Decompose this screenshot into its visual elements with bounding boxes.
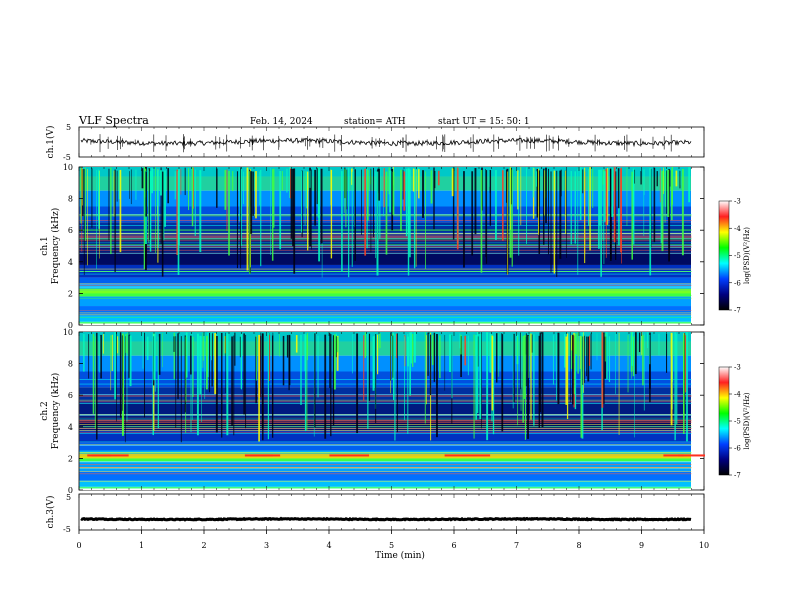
ch1-spectrogram-ylabel-line1: ch.1	[40, 236, 50, 255]
spectrogram-band	[79, 332, 691, 342]
spectrogram-ytick-label: 10	[63, 163, 73, 172]
station-label: station= ATH	[344, 117, 406, 127]
spectrogram-ytick-label: 4	[68, 423, 73, 432]
ch2-spectrogram-yticks: 0 2 4 6 8 10	[63, 328, 704, 495]
spectrogram-hot-spot	[678, 454, 705, 457]
ch3-waveform-frame	[78, 493, 705, 531]
colorbar-tick-label: -5	[734, 418, 741, 426]
ch2-spectrogram-ylabel-line2: Frequency (kHz)	[50, 373, 61, 450]
ch2-spectrogram-ylabel-line1: ch.2	[40, 401, 50, 420]
ch1-spectrogram-image	[79, 167, 692, 325]
spectrogram-2khz-band	[79, 288, 691, 294]
ch3-ytick-bottom: -5	[63, 525, 71, 534]
colorbar-gradient	[718, 366, 730, 476]
spectrogram-band	[79, 252, 691, 265]
spectrogram-band	[79, 306, 691, 316]
ch1-spectrogram-panel: ch.1 Frequency (kHz) 0 2 4 6 8 10	[40, 163, 705, 330]
time-axis-tick-label: 8	[576, 541, 581, 550]
ch1-waveform-frame	[78, 126, 705, 158]
spectrogram-band	[79, 315, 691, 322]
colorbar-label: log(PSD)(V²/Hz)	[743, 227, 751, 284]
colorbar-tick-label: -6	[734, 279, 741, 287]
time-axis-tick-label: 10	[699, 541, 709, 550]
spectrogram-ytick-label: 8	[68, 360, 73, 369]
ch2-spectrogram-panel: ch.2 Frequency (kHz) 0 2 4 6 8 10	[40, 328, 705, 495]
spectrogram-ytick-label: 10	[63, 328, 73, 337]
time-axis-tick-label: 3	[264, 541, 269, 550]
spectrogram-ytick-label: 0	[68, 486, 73, 495]
spectrogram-band	[79, 486, 691, 490]
spectrogram-band	[79, 429, 691, 443]
spectrogram-ytick-label: 0	[68, 321, 73, 330]
ch2-colorbar: -3 -4 -5 -6 -7 log(PSD)(V²/Hz)	[718, 364, 751, 480]
spectrogram-band	[79, 461, 691, 472]
spectrogram-band	[79, 355, 691, 372]
colorbar-tick-label: -5	[734, 252, 741, 260]
time-axis-tick-label: 1	[139, 541, 144, 550]
ch1-colorbar: -3 -4 -5 -6 -7 log(PSD)(V²/Hz)	[718, 198, 751, 315]
ch1-trace-line	[80, 137, 692, 148]
ch3-ytick-top: 5	[66, 493, 71, 502]
ch3-waveform-ylabel: ch.3(V)	[45, 496, 56, 529]
spectrogram-ytick-label: 2	[68, 289, 73, 298]
time-axis-tick-label: 2	[201, 541, 206, 550]
colorbar-tick-label: -4	[734, 391, 741, 399]
ch3-waveform-panel: 5 -5 ch.3(V)	[45, 493, 705, 534]
spectrogram-ytick-label: 6	[68, 391, 73, 400]
colorbar-tick-label: -7	[734, 472, 741, 480]
time-axis-tick-label: 9	[639, 541, 644, 550]
spectrogram-band	[79, 291, 691, 297]
spectrogram-band	[79, 403, 691, 418]
spectrogram-band	[79, 456, 691, 462]
spectrogram-hot-spot	[663, 454, 684, 457]
spectrogram-band	[79, 341, 691, 356]
spectrogram-band	[79, 442, 691, 451]
spectrogram-band	[79, 277, 691, 286]
colorbar-tick-label: -7	[734, 307, 741, 315]
time-axis-tick-label: 6	[451, 541, 456, 550]
spectrogram-ytick-label: 8	[68, 195, 73, 204]
ch3-waveform-trace	[80, 516, 692, 522]
ch1-waveform-trace	[80, 134, 692, 153]
ch1-ytick-top: 5	[66, 123, 71, 132]
time-axis-label: Time (min)	[375, 550, 425, 561]
spectrogram-band	[79, 417, 691, 430]
colorbar-tick-label: -3	[734, 364, 741, 372]
ch3-trace-line	[80, 516, 692, 522]
time-axis-tick-label: 5	[389, 541, 394, 550]
spectrogram-2khz-band	[79, 453, 691, 459]
ch2-spectrogram-image	[79, 332, 705, 490]
spectrogram-hot-spot	[91, 454, 129, 457]
spectrogram-hot-spot	[329, 454, 370, 457]
time-axis-tick-label: 4	[326, 541, 331, 550]
time-axis-tick-label: 0	[76, 541, 81, 550]
spectrogram-hot-spot	[244, 454, 281, 457]
spectrogram-band	[79, 285, 691, 292]
spectrogram-ytick-label: 4	[68, 258, 73, 267]
spectrogram-hot-spot	[444, 454, 491, 457]
ch1-ytick-bottom: -5	[63, 153, 71, 162]
figure-title: VLF Spectra	[78, 114, 149, 127]
colorbar-gradient	[718, 200, 730, 311]
time-axis-ticks: 0 1 2 3 4 5 6 7 8 9 10	[76, 127, 709, 550]
spectrogram-band	[79, 167, 691, 177]
colorbar-tick-label: -4	[734, 225, 741, 233]
ch1-waveform-ylabel: ch.1(V)	[45, 126, 56, 159]
spectrogram-ytick-label: 2	[68, 454, 73, 463]
ch1-spectrogram-yticks: 0 2 4 6 8 10	[63, 163, 704, 330]
ch1-spectrogram-ylabel-line2: Frequency (kHz)	[50, 208, 61, 285]
colorbar-tick-label: -6	[734, 445, 741, 453]
colorbar-label: log(PSD)(V²/Hz)	[743, 392, 751, 449]
colorbar-tick-label: -3	[734, 198, 741, 206]
date-label: Feb. 14, 2024	[250, 117, 313, 127]
spectrogram-ytick-label: 6	[68, 226, 73, 235]
ch1-waveform-panel: 5 -5 ch.1(V)	[45, 123, 705, 162]
start-ut-label: start UT = 15: 50: 1	[438, 117, 530, 127]
spectrogram-band	[79, 296, 691, 307]
spectrogram-band	[79, 480, 691, 487]
spectrogram-band	[79, 471, 691, 481]
time-axis-tick-label: 7	[514, 541, 519, 550]
spectrogram-band	[79, 387, 691, 404]
